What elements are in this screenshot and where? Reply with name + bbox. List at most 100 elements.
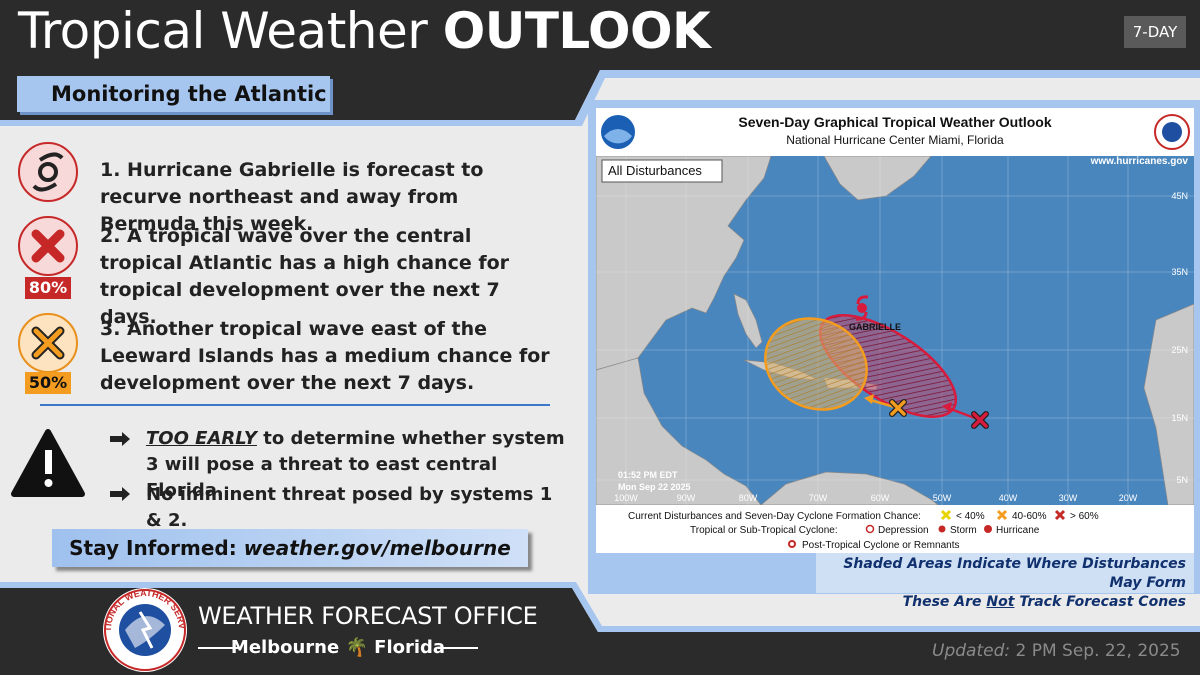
updated-label: Updated: (932, 641, 1011, 661)
longitude-label: 100W (614, 493, 638, 503)
stay-link: weather.gov/melbourne (243, 536, 511, 560)
title-light: Tropical Weather (18, 2, 428, 60)
updated-time: 2 PM Sep. 22, 2025 (1015, 641, 1181, 661)
longitude-label: 20W (1119, 493, 1138, 503)
graphic-part (33, 328, 63, 358)
footer-stripe (0, 582, 1200, 632)
legend-text: Current Disturbances and Seven-Day Cyclo… (628, 511, 921, 522)
map-subtitle: National Hurricane Center Miami, Florida (786, 133, 1004, 147)
graphic-part (110, 487, 130, 501)
medium-chance-icon (18, 313, 78, 373)
graphic-part (596, 357, 762, 505)
longitude-label: 70W (809, 493, 828, 503)
graphic-part (596, 156, 1194, 505)
longitude-label: 80W (739, 493, 758, 503)
office-location: Melbourne 🌴 Florida (198, 637, 478, 658)
medium-chance-area (764, 317, 868, 411)
graphic-part (890, 400, 906, 416)
longitude-label: 50W (933, 493, 952, 503)
item-text: 3. Another tropical wave east of the Lee… (100, 318, 550, 394)
graphic-part (31, 229, 65, 263)
graphic-part (865, 524, 875, 534)
graphic-part (972, 412, 988, 428)
graphic-part (596, 505, 1194, 553)
timestamp: 01:52 PM EDT (618, 470, 678, 480)
graphic-part: 45N 35N 25N 15N 5N (1171, 191, 1188, 485)
bullet: TOO EARLY to determine whether system 3 … (146, 426, 566, 504)
graphic-part (938, 525, 946, 533)
graphic-part: Current Disturbances and Seven-Day Cyclo… (628, 509, 1099, 551)
bullet-arrows (110, 432, 130, 501)
latitude-label: 25N (1171, 345, 1188, 355)
longitude-label: 40W (999, 493, 1018, 503)
legend-text: Storm (950, 525, 977, 536)
chance-badge: 50% (25, 372, 71, 394)
stay-label: Stay Informed: (69, 536, 237, 560)
graphic-part (604, 129, 632, 144)
state: Florida (374, 637, 446, 658)
graphic-part (45, 450, 52, 474)
city: Melbourne (230, 637, 340, 658)
latitude-label: 45N (1171, 191, 1188, 201)
map-area: GABRIELLE All Disturbances www.hurricane… (596, 156, 1194, 505)
updated: Updated: 2 PM Sep. 22, 2025 (932, 641, 1181, 661)
graphic-part (596, 156, 1194, 505)
graphic-part (996, 509, 1008, 521)
noaa-logo (601, 115, 635, 149)
graphic-part (110, 432, 130, 446)
bullet-emphasis: TOO EARLY (146, 428, 257, 449)
graphic-part (138, 611, 154, 649)
stay-informed: Stay Informed: weather.gov/melbourne (52, 529, 528, 567)
timestamp: Mon Sep 22 2025 (618, 482, 691, 492)
header-stripe (0, 70, 1200, 126)
graphic-part (984, 525, 992, 533)
caption-line: Shaded Areas Indicate Where Disturbances… (843, 556, 1186, 591)
legend-text: 40-60% (1012, 511, 1047, 522)
office-name: WEATHER FORECAST OFFICE (198, 602, 538, 630)
graphic-part (940, 509, 952, 521)
graphic-part (890, 400, 906, 416)
graphic-part (44, 479, 53, 487)
warning-icon (11, 429, 85, 497)
caption-emphasis: Not (986, 594, 1015, 610)
latitude-label: 15N (1171, 413, 1188, 423)
latitude-label: 35N (1171, 267, 1188, 277)
graphic-part (1054, 509, 1066, 521)
latitude-label: 5N (1176, 475, 1188, 485)
graphic-part (1162, 122, 1182, 142)
filter-box (601, 159, 723, 183)
bullet-text: to determine whether system 3 will pose … (146, 428, 565, 501)
item-text: 2. A tropical wave over the central trop… (100, 225, 510, 328)
legend-text: < 40% (956, 511, 985, 522)
subtitle: Monitoring the Atlantic (17, 76, 330, 112)
storm-label: GABRIELLE (849, 322, 901, 332)
caption-text: These Are (902, 594, 982, 610)
map-title: Seven-Day Graphical Tropical Weather Out… (738, 114, 1051, 130)
filter-label: All Disturbances (608, 163, 702, 178)
chance-badge: 80% (25, 277, 71, 299)
nhc-logo (1154, 114, 1190, 150)
map-caption: Shaded Areas Indicate Where Disturbances… (816, 553, 1194, 610)
legend-text: Post-Tropical Cyclone or Remnants (802, 540, 959, 551)
title: Tropical Weather OUTLOOK (18, 2, 711, 60)
legend-text: Tropical or Sub-Tropical Cyclone: (690, 525, 838, 536)
graphic-part (972, 412, 988, 428)
bullet: No imminent threat posed by systems 1 & … (146, 484, 553, 531)
item-text: 1. Hurricane Gabrielle is forecast to re… (100, 159, 484, 235)
palm-icon: 🌴 (345, 637, 368, 658)
graphic-part (38, 162, 58, 182)
graphic-part (788, 540, 796, 548)
range-badge: 7-DAY (1124, 16, 1186, 48)
graphic-part (857, 303, 867, 313)
map-url: www.hurricanes.gov (1090, 156, 1189, 167)
longitude-label: 60W (871, 493, 890, 503)
hurricane-icon (18, 142, 78, 202)
legend-text: > 60% (1070, 511, 1099, 522)
graphic-part (942, 402, 952, 412)
graphic-part (18, 142, 78, 202)
footer-band (0, 588, 1200, 675)
outlook-map: Seven-Day Graphical Tropical Weather Out… (596, 108, 1194, 553)
legend-text: Hurricane (996, 525, 1040, 536)
graphic-part: 100W 90W 80W 70W 60W 50W 40W 30W 20W (614, 493, 1138, 503)
